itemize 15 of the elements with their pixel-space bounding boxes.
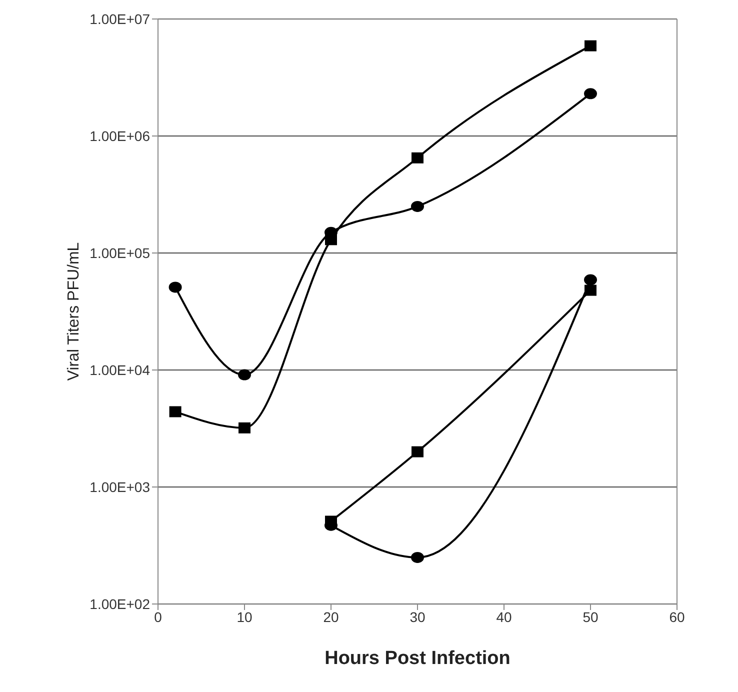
x-tick-label: 20 [323,608,339,625]
y-tick-label: 1.00E+02 [90,596,150,612]
x-tick-label: 10 [236,608,252,625]
x-tick-label: 30 [410,608,426,625]
y-tick-label: 1.00E+05 [90,244,150,261]
x-tick-label: 40 [496,608,512,625]
y-tick-label: 1.00E+03 [90,478,150,495]
x-tick-label: 50 [582,608,598,625]
y-tick-label: 1.00E+07 [90,10,150,27]
x-tick-label: 0 [154,608,162,625]
y-axis-title: Viral Titers PFU/mL [66,242,83,381]
y-tick-label: 1.00E+06 [90,128,150,144]
x-axis-title: Hours Post Infection [324,648,510,669]
y-tick-label: 1.00E+04 [90,362,150,378]
x-tick-label: 60 [669,608,685,625]
